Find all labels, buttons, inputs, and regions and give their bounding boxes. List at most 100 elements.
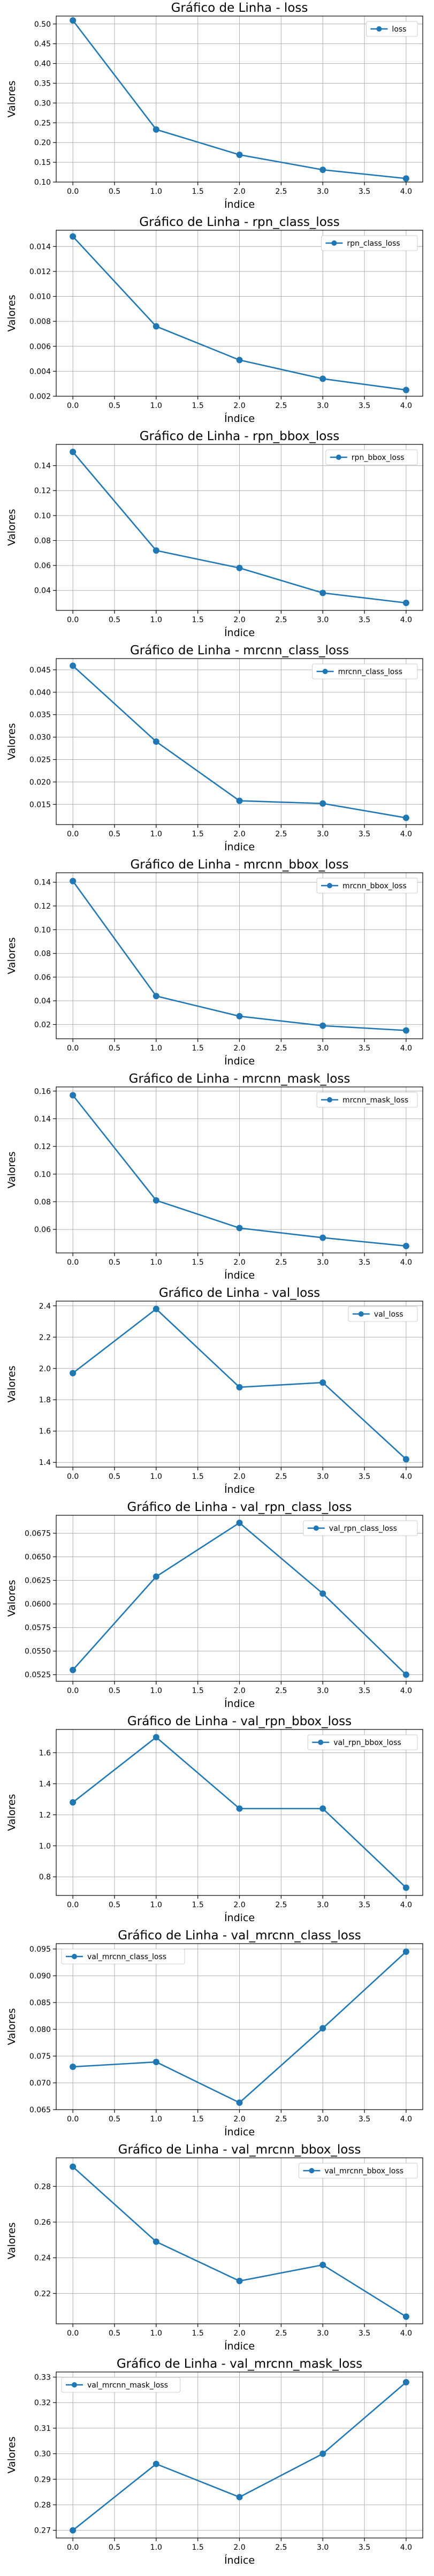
x-tick-label: 3.0 — [317, 2115, 329, 2124]
data-point — [70, 233, 77, 240]
x-tick-label: 2.5 — [275, 402, 287, 410]
legend-box — [321, 235, 418, 251]
chart-title: Gráfico de Linha - mrcnn_bbox_loss — [130, 858, 348, 872]
x-tick-label: 3.5 — [359, 2543, 370, 2552]
x-tick-label: 2.0 — [233, 1044, 245, 1053]
x-axis-label: Índice — [224, 1912, 255, 1924]
legend: mrcnn_class_loss — [312, 663, 418, 679]
legend-label: val_rpn_bbox_loss — [333, 1739, 401, 1747]
x-tick-label: 1.5 — [192, 616, 204, 624]
plot-frame — [56, 658, 423, 825]
data-point — [402, 1884, 409, 1891]
line-chart: Gráfico de Linha - mrcnn_class_loss 0.0 0.… — [6, 644, 423, 853]
x-tick-label: 1.0 — [150, 1044, 162, 1053]
x-tick-label: 2.0 — [233, 402, 245, 410]
x-tick-label: 2.0 — [233, 187, 245, 196]
x-tick-label: 3.5 — [359, 1687, 370, 1695]
legend-label: loss — [392, 25, 406, 34]
y-tick-label: 0.0575 — [25, 1624, 51, 1633]
x-tick-label: 3.0 — [317, 187, 329, 196]
x-tick-label: 1.0 — [150, 1472, 162, 1481]
data-point — [153, 738, 159, 745]
y-tick-label: 0.25 — [34, 119, 51, 127]
data-point — [319, 2262, 326, 2268]
legend: val_rpn_bbox_loss — [307, 1734, 418, 1750]
data-point — [319, 590, 326, 596]
legend-marker — [327, 883, 332, 888]
y-tick-label: 0.15 — [34, 158, 51, 167]
data-point — [153, 2059, 159, 2065]
x-tick-label: 0.5 — [109, 2329, 120, 2338]
y-tick-label: 0.14 — [34, 1115, 51, 1123]
data-point — [402, 2379, 409, 2386]
data-point — [236, 1013, 243, 1019]
legend-box — [61, 2377, 181, 2393]
y-tick-label: 0.0675 — [25, 1529, 51, 1538]
x-tick-label: 1.0 — [150, 616, 162, 624]
y-tick-label: 0.16 — [34, 1087, 51, 1096]
legend-marker — [327, 1097, 332, 1102]
y-tick-label: 0.006 — [29, 343, 51, 351]
x-tick-label: 4.0 — [400, 1901, 412, 1909]
y-tick-label: 0.080 — [29, 2026, 51, 2034]
y-tick-label: 0.10 — [34, 926, 51, 934]
data-point — [236, 564, 243, 571]
x-tick-label: 4.0 — [400, 402, 412, 410]
x-tick-label: 4.0 — [400, 187, 412, 196]
y-axis-label: Valores — [6, 2222, 18, 2259]
data-point — [236, 1225, 243, 1232]
x-tick-label: 0.5 — [109, 1258, 120, 1267]
y-tick-label: 0.40 — [34, 60, 51, 69]
x-tick-label: 2.0 — [233, 2543, 245, 2552]
y-tick-label: 0.025 — [29, 756, 51, 765]
legend-label: val_rpn_class_loss — [329, 1524, 397, 1533]
y-tick-label: 0.29 — [34, 2475, 51, 2484]
line-chart: Gráfico de Linha - rpn_bbox_loss 0.0 0.5 1.… — [6, 429, 423, 639]
x-tick-label: 2.5 — [275, 2543, 287, 2552]
plot-frame — [56, 2157, 423, 2324]
x-tick-label: 2.0 — [233, 1258, 245, 1267]
legend-label: val_mrcnn_mask_loss — [87, 2381, 168, 2390]
data-point — [153, 1197, 159, 1204]
y-axis-label: Valores — [6, 723, 18, 760]
data-point — [319, 1590, 326, 1597]
x-tick-label: 1.0 — [150, 187, 162, 196]
y-tick-label: 0.090 — [29, 1972, 51, 1981]
x-axis-label: Índice — [224, 412, 255, 425]
x-tick-label: 1.5 — [192, 2115, 204, 2124]
plot-frame — [56, 872, 423, 1039]
x-tick-label: 1.0 — [150, 2543, 162, 2552]
y-tick-label: 0.28 — [34, 2501, 51, 2510]
y-axis-label: Valores — [6, 1794, 18, 1831]
x-tick-label: 2.0 — [233, 1901, 245, 1909]
y-axis-label: Valores — [6, 1365, 18, 1402]
data-point — [153, 323, 159, 330]
data-point — [402, 1948, 409, 1955]
x-axis-label: Índice — [224, 841, 255, 853]
y-tick-label: 0.0525 — [25, 1671, 51, 1680]
x-tick-label: 0.0 — [67, 402, 79, 410]
x-tick-label: 1.0 — [150, 830, 162, 838]
legend-box — [348, 1306, 418, 1322]
y-tick-label: 2.0 — [39, 1365, 51, 1373]
data-point — [153, 993, 159, 1000]
x-tick-label: 1.5 — [192, 187, 204, 196]
legend: val_mrcnn_mask_loss — [61, 2377, 181, 2393]
legend: mrcnn_mask_loss — [316, 1092, 418, 1108]
y-tick-label: 0.06 — [34, 973, 51, 982]
y-tick-label: 1.6 — [39, 1749, 51, 1757]
y-tick-label: 0.12 — [34, 1143, 51, 1151]
x-tick-label: 0.0 — [67, 1687, 79, 1695]
plot-frame — [56, 444, 423, 611]
chart-title: Gráfico de Linha - val_loss — [159, 1286, 320, 1300]
x-tick-label: 2.5 — [275, 1901, 287, 1909]
x-axis-label: Índice — [224, 1697, 255, 1710]
data-point — [70, 878, 77, 885]
data-point — [319, 800, 326, 807]
y-tick-label: 1.4 — [39, 1459, 51, 1467]
y-axis-label: Valores — [6, 2436, 18, 2473]
x-tick-label: 1.0 — [150, 1901, 162, 1909]
x-tick-label: 1.0 — [150, 2329, 162, 2338]
y-tick-label: 0.20 — [34, 139, 51, 147]
x-tick-label: 3.5 — [359, 616, 370, 624]
